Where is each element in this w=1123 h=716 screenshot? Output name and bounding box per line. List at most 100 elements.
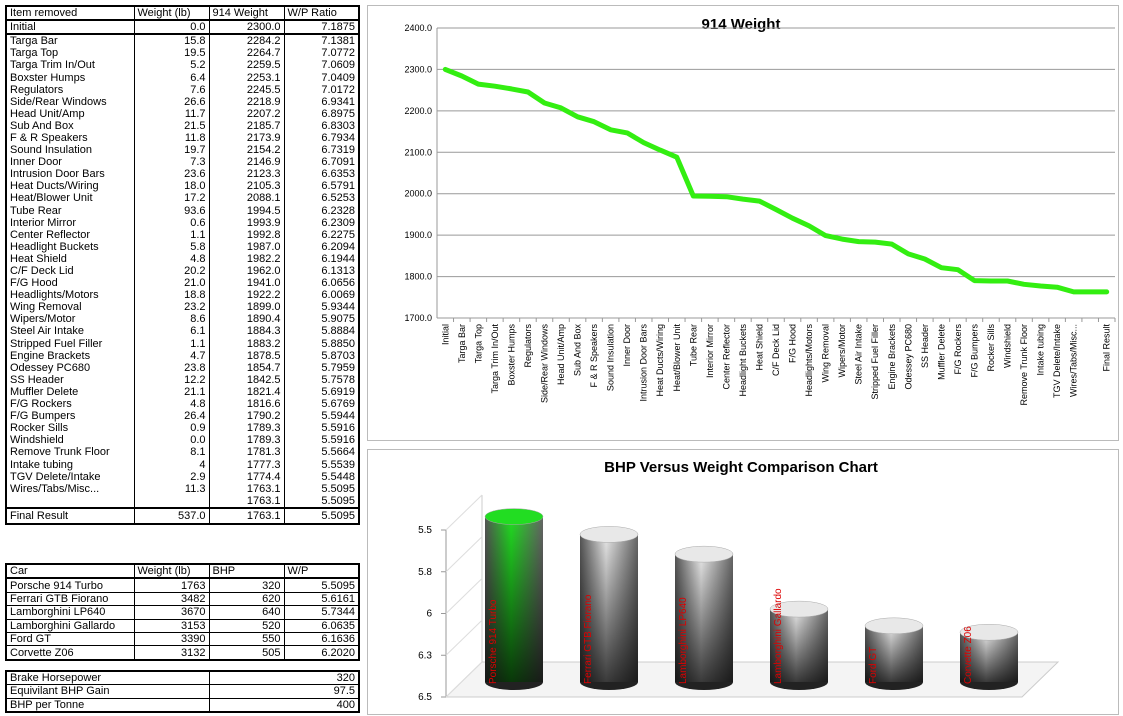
cylinder-top (959, 623, 1019, 641)
table-cell: 1962.0 (208, 264, 284, 278)
table-row: Final Result 537.0 1763.1 5.5095 (5, 506, 359, 524)
y-tick-label: 2200.0 (404, 106, 432, 116)
table-cell: 2259.5 (208, 59, 284, 72)
table-cell: Odessey PC680 (5, 361, 134, 374)
table-cell: 4 (133, 458, 209, 471)
table-cell: SS Header (5, 373, 134, 386)
table-row: Side/Rear Windows 26.6 2218.9 6.9341 (5, 95, 359, 108)
wall-grid-line (445, 578, 483, 614)
table-row: Corvette Z06 3132 505 6.2020 (5, 645, 359, 661)
table-cell: 1763.1 (208, 482, 284, 495)
table-cell: Head Unit/Amp (5, 107, 134, 120)
table-row: Center Reflector 1.1 1992.8 6.2275 (5, 228, 359, 241)
bar-label: Lamborghini LP640 (678, 597, 689, 684)
cylinder-top (484, 508, 544, 525)
table-cell: 3132 (133, 645, 209, 661)
x-tick-label: Tube Rear (688, 324, 698, 366)
table-row: Inner Door 7.3 2146.9 6.7091 (5, 156, 359, 169)
x-tick-label: Side/Rear Windows (539, 324, 549, 404)
table-row: Targa Top 19.5 2264.7 7.0772 (5, 47, 359, 60)
table-cell: 2185.7 (208, 119, 284, 132)
x-tick-label: Center Reflector (721, 324, 731, 390)
table-cell: 5.6769 (283, 398, 359, 411)
table-cell: 0.6 (133, 216, 209, 229)
table-cell: 1982.2 (208, 252, 284, 265)
table-cell: 1763 (133, 578, 209, 593)
table-cell: 6.1944 (283, 252, 359, 265)
table-cell: 23.6 (133, 168, 209, 181)
x-tick-label: Windshield (1003, 324, 1013, 368)
x-tick-label: Rocker Sills (986, 324, 996, 372)
y-tick-label: 6.5 (418, 692, 432, 703)
table-cell: Interior Mirror (5, 216, 134, 229)
table-cell: 6.5791 (283, 180, 359, 193)
x-tick-label: C/F Deck Lid (771, 324, 781, 376)
table-cell: 15.8 (133, 34, 209, 48)
table-row: Lamborghini LP640 3670 640 5.7344 (5, 605, 359, 620)
table-cell: Heat Shield (5, 252, 134, 265)
table-cell: 6.2020 (283, 645, 359, 661)
table-row: Ford GT 3390 550 6.1636 (5, 632, 359, 647)
table-cell: Wing Removal (5, 301, 134, 314)
table-cell: 18.0 (133, 180, 209, 193)
table-cell: C/F Deck Lid (5, 264, 134, 278)
table-cell: 1842.5 (208, 373, 284, 386)
table-cell: Stripped Fuel Filler (5, 337, 134, 350)
table-cell: 1878.5 (208, 349, 284, 362)
table-cell: 1922.2 (208, 289, 284, 302)
table-cell: 2264.7 (208, 47, 284, 60)
table-row: Boxster Humps 6.4 2253.1 7.0409 (5, 71, 359, 84)
y-tick-label: 1700.0 (404, 313, 432, 323)
x-tick-label: Final Result (1102, 324, 1112, 372)
table-row: Regulators 7.6 2245.5 7.0172 (5, 83, 359, 96)
table-cell: 1789.3 (208, 434, 284, 447)
table-row: Wing Removal 23.2 1899.0 5.9344 (5, 301, 359, 314)
table-cell: 2123.3 (208, 168, 284, 181)
table-cell: Sound Insulation (5, 144, 134, 157)
table-cell: 20.2 (133, 264, 209, 278)
table-cell: 8.6 (133, 313, 209, 326)
x-tick-label: Heat/Blower Unit (672, 324, 682, 392)
cylinder-top (579, 526, 639, 543)
table-cell: 1883.2 (208, 337, 284, 350)
table-cell: 5.8 (133, 240, 209, 253)
table-cell: 400 (208, 698, 359, 713)
table-cell: 505 (208, 645, 284, 661)
table-cell: Car (5, 564, 134, 580)
table-cell: 97.5 (208, 684, 359, 699)
x-tick-label: Boxster Humps (506, 324, 516, 386)
table-row: F/G Bumpers 26.4 1790.2 5.5944 (5, 410, 359, 423)
table-cell: 5.8850 (283, 337, 359, 350)
x-tick-label: Sub And Box (573, 324, 583, 377)
table-cell: 6.7091 (283, 156, 359, 169)
y-tick-label: 2300.0 (404, 64, 432, 74)
table-cell: 6.9341 (283, 95, 359, 108)
table-row: Item removed Weight (lb) 914 Weight W/P Rat… (5, 6, 359, 22)
table-cell: 1899.0 (208, 301, 284, 314)
table-cell: 7.1381 (283, 34, 359, 48)
table-cell: 6.5253 (283, 192, 359, 205)
table-cell: 19.7 (133, 144, 209, 157)
table-cell: BHP per Tonne (5, 698, 209, 713)
table-cell: 18.8 (133, 289, 209, 302)
x-tick-label: Initial (440, 324, 450, 345)
x-tick-label: Headlights/Motors (804, 324, 814, 397)
table-cell: 4.8 (133, 398, 209, 411)
table-cell: 5.2 (133, 59, 209, 72)
x-tick-label: Regulators (523, 324, 533, 368)
table-cell: 2284.2 (208, 34, 284, 48)
table-row: Wipers/Motor 8.6 1890.4 5.9075 (5, 313, 359, 326)
table-cell: 5.5095 (283, 506, 359, 524)
table-cell: 5.5664 (283, 446, 359, 459)
table-cell: 5.5095 (283, 482, 359, 495)
table: Item removed Weight (lb) 914 Weight W/P Rat… (5, 5, 360, 525)
table-cell: 5.5448 (283, 470, 359, 483)
table-cell: 3153 (133, 619, 209, 633)
table-cell: 8.1 (133, 446, 209, 459)
x-tick-label: Sound Insulation (606, 324, 616, 391)
x-tick-label: Targa Top (473, 324, 483, 363)
table-cell: 537.0 (133, 506, 209, 524)
table-cell: 5.6919 (283, 385, 359, 398)
table-cell: Inner Door (5, 156, 134, 169)
